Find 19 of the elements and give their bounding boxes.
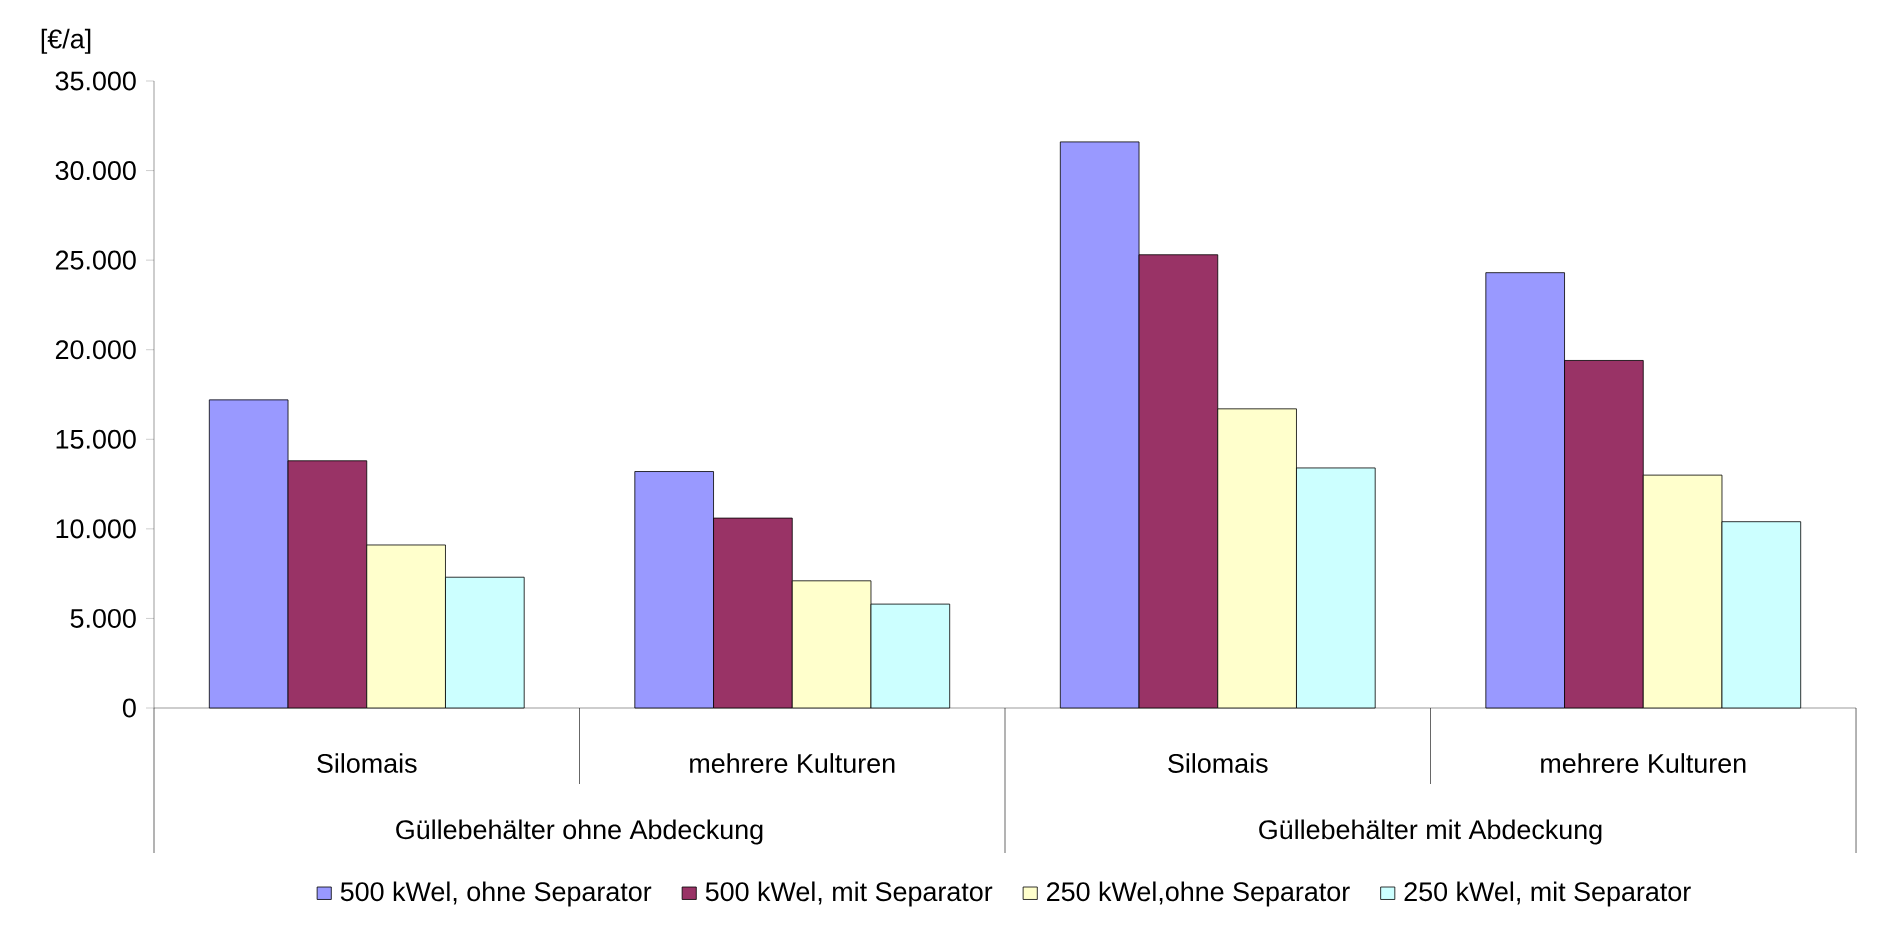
y-tick-label: 30.000 xyxy=(55,161,136,181)
y-axis-title: [€/a] xyxy=(41,28,91,54)
y-tick-label: 15.000 xyxy=(56,429,136,449)
x-tick-label: Silomais xyxy=(1168,753,1268,773)
legend-label: 500 kWel, ohne Separator xyxy=(340,881,652,907)
x-tick-label: mehrere Kulturen xyxy=(1541,753,1746,773)
y-tick-label: 20.000 xyxy=(55,340,136,360)
legend-label: 250 kWel, mit Separator xyxy=(1404,881,1691,907)
legend-label: 250 kWel,ohne Separator xyxy=(1047,881,1350,907)
y-tick-label: 5.000 xyxy=(70,608,136,628)
text: Güllebehälter mit Abdeckung xyxy=(1259,819,1602,845)
x-tick-label: Silomais xyxy=(317,753,417,773)
text: Güllebehälter ohne Abdeckung xyxy=(396,819,763,845)
y-tick-label: 10.000 xyxy=(56,519,136,539)
y-tick-label: 35.000 xyxy=(55,71,136,91)
legend-label: 500 kWel, mit Separator xyxy=(705,881,993,907)
y-tick-label: 25.000 xyxy=(55,250,136,270)
x-tick-label: mehrere Kulturen xyxy=(690,753,895,773)
y-tick-label: 0 xyxy=(122,698,136,718)
